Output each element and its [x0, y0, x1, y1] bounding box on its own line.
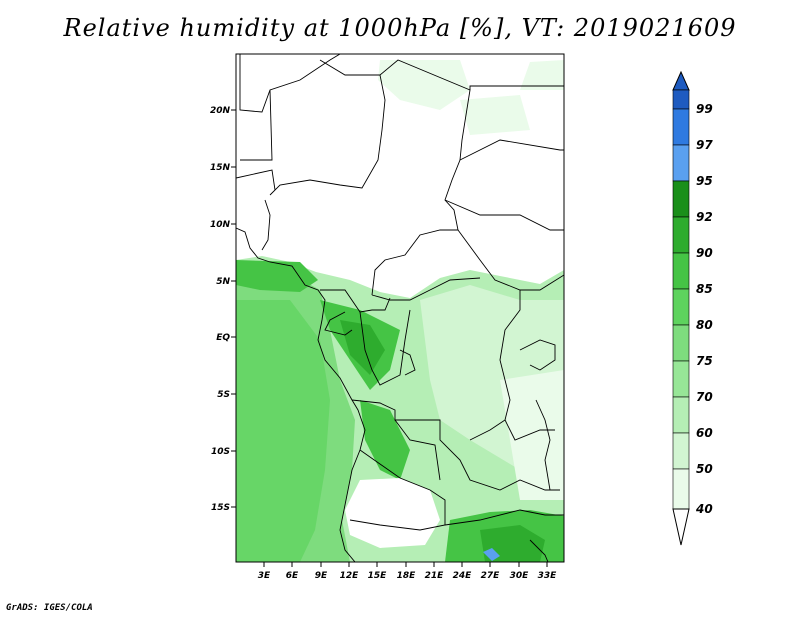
colorbar-seg-80-85 — [672, 288, 690, 326]
colorbar-seg-92-95 — [672, 180, 690, 218]
colorbar-label-60: 60 — [696, 426, 713, 440]
colorbar-bottom-arrow — [672, 508, 690, 546]
lon-label-3e: 3E — [258, 571, 271, 581]
colorbar-seg-95-97 — [672, 144, 690, 182]
colorbar-seg-90-92 — [672, 216, 690, 254]
colorbar-seg-40-50 — [672, 468, 690, 510]
colorbar-seg-75-80 — [672, 324, 690, 362]
colorbar-seg-85-90 — [672, 252, 690, 290]
lon-label-12e: 12E — [340, 571, 360, 581]
colorbar-label-90: 90 — [696, 246, 713, 260]
map-panel — [236, 54, 564, 562]
lon-label-24e: 24E — [453, 571, 473, 581]
lat-labels: 20N 15N 10N 5N EQ 5S 10S 15S — [210, 106, 231, 513]
colorbar-seg-50-60 — [672, 432, 690, 470]
humidity-field — [236, 60, 564, 562]
lat-label-5n: 5N — [216, 277, 230, 287]
lon-label-15e: 15E — [368, 571, 388, 581]
colorbar-label-75: 75 — [696, 354, 713, 368]
lat-label-5s: 5S — [217, 390, 230, 400]
colorbar-label-80: 80 — [696, 318, 713, 332]
colorbar-label-92: 92 — [696, 210, 713, 224]
colorbar: 99 97 95 92 90 85 80 75 70 60 50 40 — [672, 70, 713, 546]
lon-label-18e: 18E — [397, 571, 417, 581]
grads-credit: GrADS: IGES/COLA — [6, 603, 93, 613]
lat-label-10s: 10S — [211, 447, 230, 457]
colorbar-seg-60-70 — [672, 396, 690, 434]
lon-label-27e: 27E — [481, 571, 501, 581]
colorbar-label-70: 70 — [696, 390, 713, 404]
colorbar-label-95: 95 — [696, 174, 713, 188]
colorbar-label-85: 85 — [696, 282, 713, 296]
lon-label-30e: 30E — [510, 571, 530, 581]
lat-label-20n: 20N — [210, 106, 231, 116]
lon-label-33e: 33E — [538, 571, 558, 581]
lat-label-eq: EQ — [216, 333, 230, 343]
colorbar-seg-97-99 — [672, 108, 690, 146]
colorbar-label-40: 40 — [695, 502, 713, 516]
colorbar-label-50: 50 — [696, 462, 713, 476]
lat-ticks — [231, 109, 236, 508]
lon-label-21e: 21E — [425, 571, 445, 581]
lon-ticks — [263, 562, 548, 567]
map-title: Relative humidity at 1000hPa [%], VT: 20… — [63, 14, 737, 42]
colorbar-label-97: 97 — [696, 138, 713, 152]
coastlines-borders — [236, 54, 564, 562]
lat-label-15n: 15N — [210, 163, 231, 173]
colorbar-seg-70-75 — [672, 360, 690, 398]
colorbar-top-arrow — [672, 70, 690, 91]
map-border — [235, 53, 565, 563]
lon-label-9e: 9E — [315, 571, 328, 581]
lat-label-15s: 15S — [211, 503, 230, 513]
lon-label-6e: 6E — [286, 571, 299, 581]
lon-labels: 3E 6E 9E 12E 15E 18E 21E 24E 27E 30E 33E — [258, 571, 557, 581]
lat-label-10n: 10N — [210, 220, 231, 230]
colorbar-seg-gt99 — [672, 89, 690, 110]
colorbar-label-99: 99 — [696, 102, 713, 116]
